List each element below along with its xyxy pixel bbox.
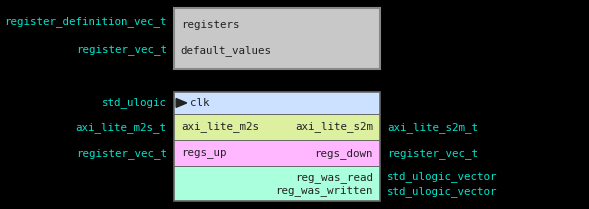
Text: default_values: default_values: [181, 45, 272, 56]
Bar: [174, 92, 380, 114]
Text: register_vec_t: register_vec_t: [76, 148, 167, 159]
Text: register_vec_t: register_vec_t: [76, 44, 167, 55]
Bar: [174, 140, 380, 166]
Text: clk: clk: [190, 98, 210, 108]
Polygon shape: [176, 98, 187, 107]
Bar: [174, 92, 380, 201]
Bar: [174, 8, 380, 69]
Text: axi_lite_s2m: axi_lite_s2m: [295, 121, 373, 133]
Text: register_vec_t: register_vec_t: [387, 148, 478, 159]
Text: register_definition_vec_t: register_definition_vec_t: [4, 17, 167, 27]
Text: regs_down: regs_down: [315, 148, 373, 159]
Bar: [174, 166, 380, 201]
Text: axi_lite_m2s_t: axi_lite_m2s_t: [76, 122, 167, 133]
Text: regs_up: regs_up: [181, 148, 226, 158]
Text: std_ulogic_vector: std_ulogic_vector: [387, 171, 498, 182]
Text: std_ulogic: std_ulogic: [102, 98, 167, 108]
Text: std_ulogic_vector: std_ulogic_vector: [387, 186, 498, 197]
Text: axi_lite_s2m_t: axi_lite_s2m_t: [387, 122, 478, 133]
Text: reg_was_read: reg_was_read: [295, 172, 373, 183]
Text: registers: registers: [181, 20, 239, 30]
Text: reg_was_written: reg_was_written: [275, 186, 373, 196]
Text: axi_lite_m2s: axi_lite_m2s: [181, 121, 259, 133]
Bar: [174, 114, 380, 140]
